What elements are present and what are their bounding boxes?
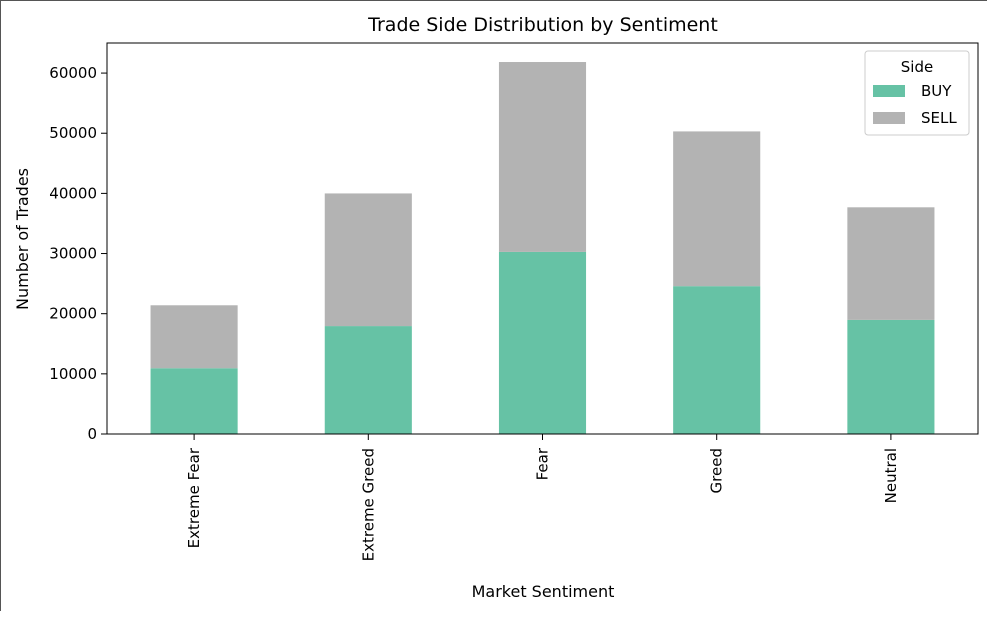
y-axis: 0 10000 20000 30000 40000 50000 60000 — [49, 64, 107, 443]
bar-buy-greed — [673, 286, 761, 434]
y-tick-label: 20000 — [49, 305, 97, 323]
legend: Side BUY SELL — [864, 50, 970, 136]
bar-buy-neutral — [847, 319, 935, 434]
y-tick-label: 50000 — [49, 124, 97, 142]
x-axis-label: Market Sentiment — [472, 582, 615, 601]
bar-sell-greed — [673, 131, 761, 287]
y-tick-label: 30000 — [49, 245, 97, 263]
x-tick-label: Extreme Greed — [359, 448, 377, 561]
bar-sell-fear — [498, 62, 587, 252]
x-axis: Extreme Fear Extreme Greed Fear Greed Neutra… — [185, 434, 900, 561]
y-tick-label: 60000 — [49, 64, 97, 82]
x-tick-label: Extreme Fear — [185, 447, 203, 548]
legend-label-sell: SELL — [921, 109, 957, 127]
bar-buy-extreme-greed — [324, 326, 412, 434]
y-tick-label: 40000 — [49, 184, 97, 202]
x-tick-label: Neutral — [882, 448, 900, 503]
y-tick-label: 10000 — [49, 365, 97, 383]
chart-title: Trade Side Distribution by Sentiment — [367, 14, 718, 36]
x-tick-label: Greed — [708, 448, 726, 493]
legend-title: Side — [901, 58, 933, 76]
bar-sell-neutral — [847, 207, 935, 320]
legend-swatch-buy — [873, 85, 905, 97]
bar-sell-extreme-fear — [150, 305, 238, 369]
y-tick-label: 0 — [87, 425, 97, 443]
bar-buy-extreme-fear — [150, 368, 238, 434]
bar-sell-extreme-greed — [324, 193, 412, 327]
legend-swatch-sell — [873, 112, 905, 124]
legend-label-buy: BUY — [921, 82, 952, 100]
bars-group — [150, 62, 935, 434]
bar-buy-fear — [498, 251, 587, 434]
x-tick-label: Fear — [534, 447, 552, 480]
y-axis-label: Number of Trades — [13, 168, 32, 310]
